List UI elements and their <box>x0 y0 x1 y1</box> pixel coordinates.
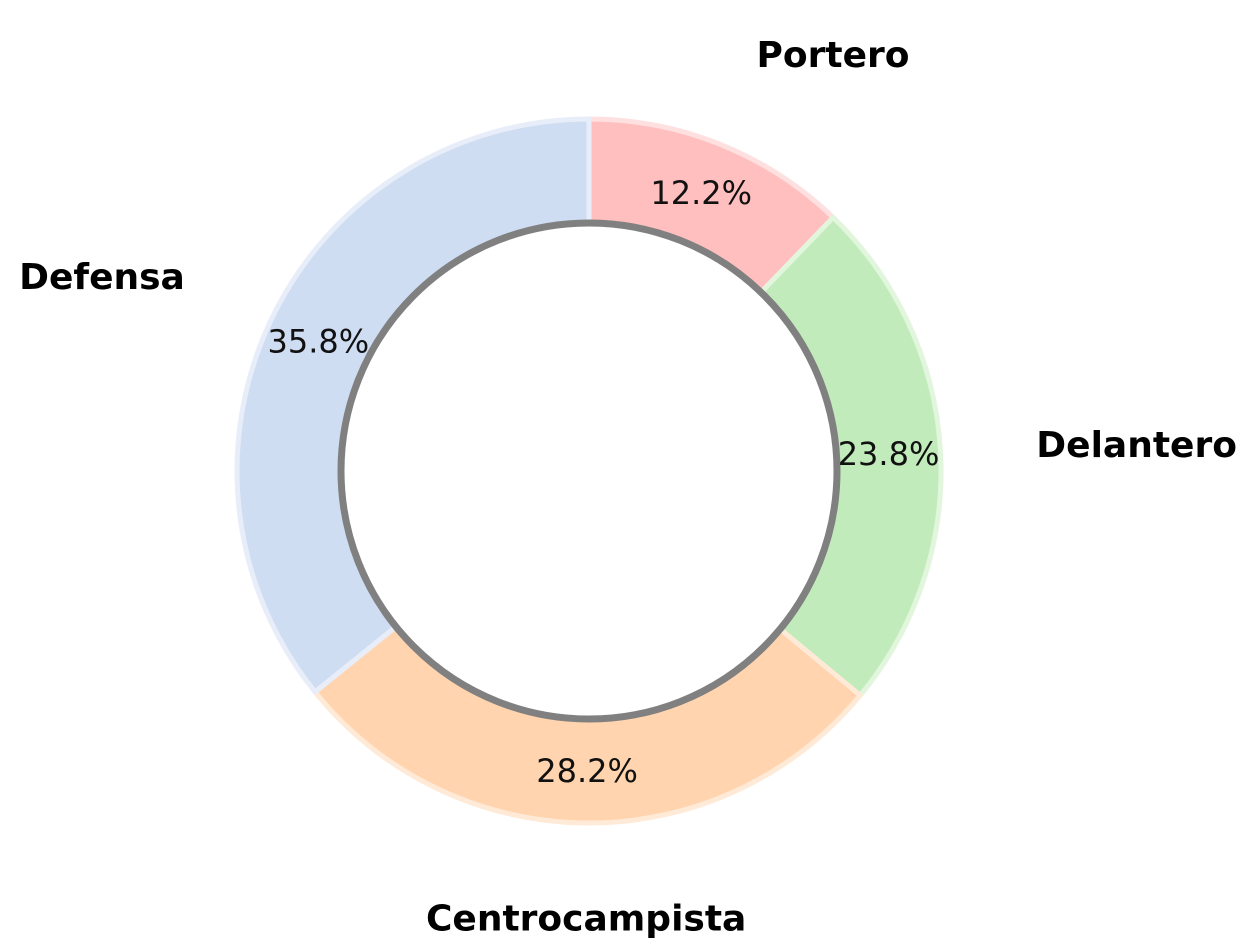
percent-label-centrocampista: 28.2% <box>536 752 638 790</box>
category-label-delantero: Delantero <box>1036 425 1237 466</box>
percent-label-defensa: 35.8% <box>268 323 370 361</box>
percent-label-portero: 12.2% <box>650 174 752 212</box>
category-label-centrocampista: Centrocampista <box>426 898 746 939</box>
category-label-portero: Portero <box>757 35 910 76</box>
percent-label-delantero: 23.8% <box>838 435 940 473</box>
donut-hole-outline <box>337 219 841 723</box>
donut-slices <box>234 116 944 826</box>
percent-labels: 12.2% 23.8% 28.2% 35.8% <box>268 174 940 790</box>
category-label-defensa: Defensa <box>19 257 185 298</box>
slice-labels: Portero Delantero Centrocampista Defensa <box>19 35 1237 939</box>
